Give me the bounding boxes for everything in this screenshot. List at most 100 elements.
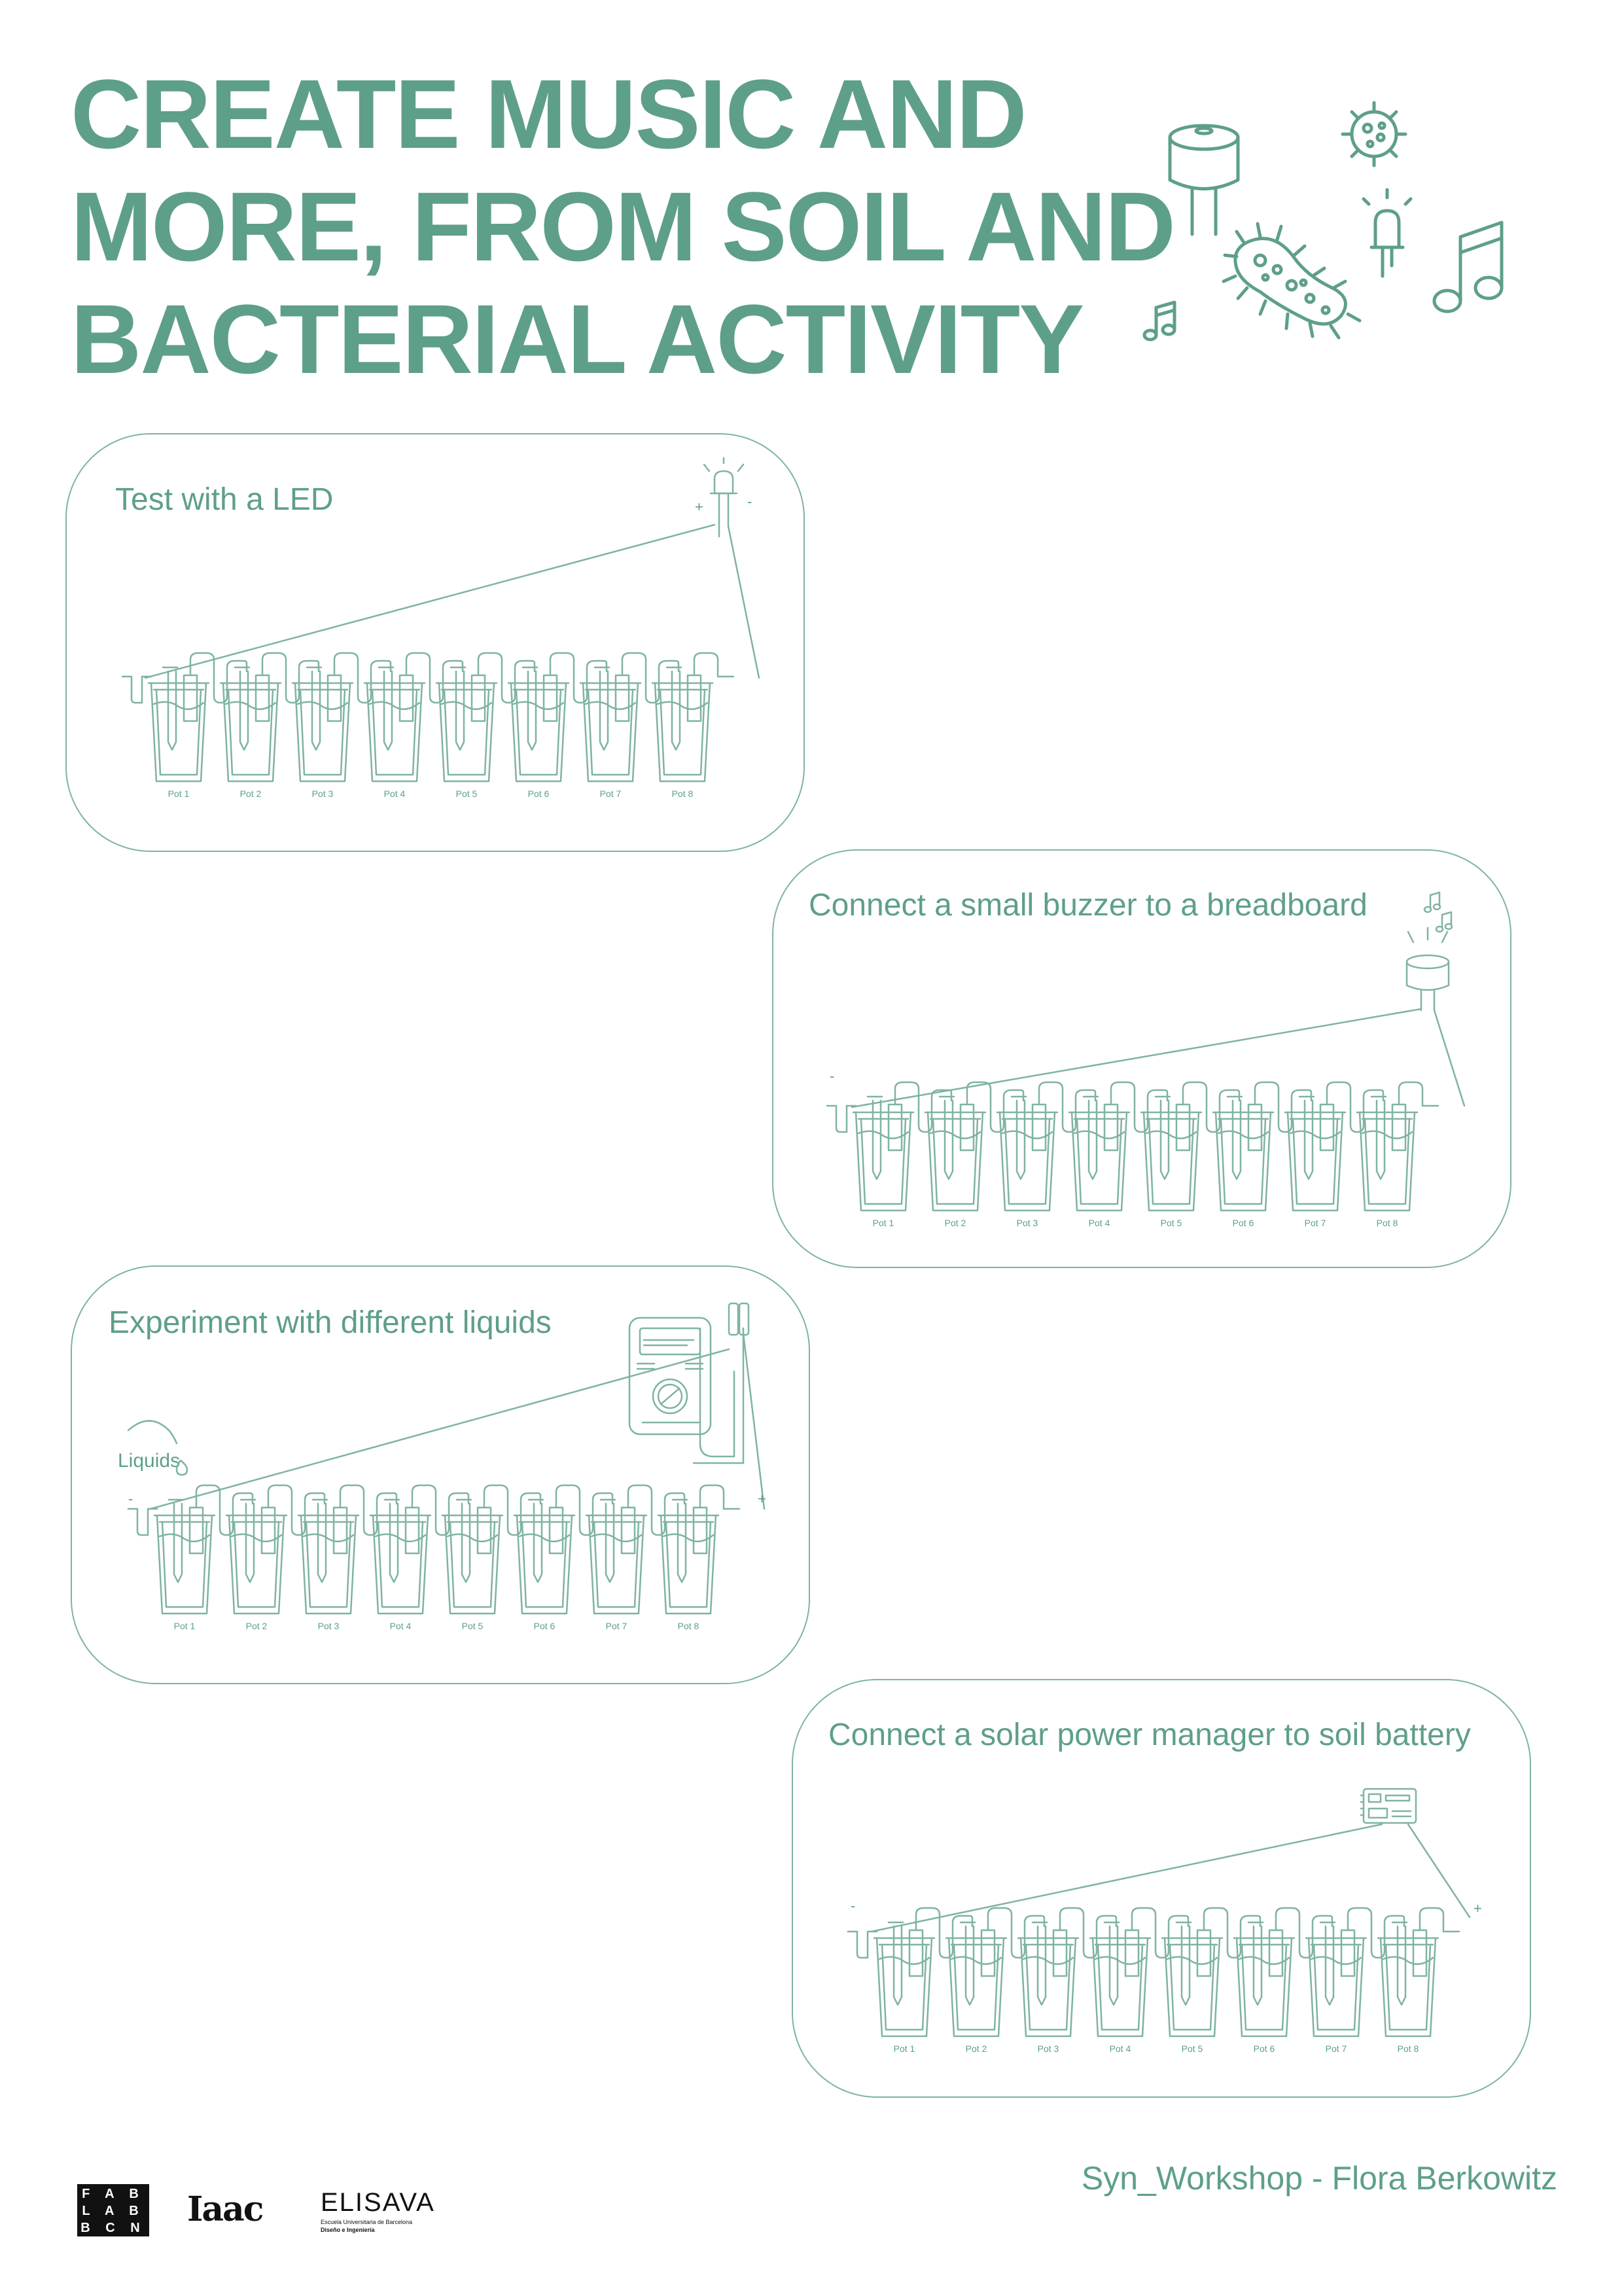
pot-label: Pot 7 [606,1621,627,1631]
pot: Pot 4 [1068,1081,1169,1228]
pot-label: Pot 5 [462,1621,484,1631]
lead-wire [847,1930,878,1959]
pot-label: Pot 8 [678,1621,699,1631]
pot-label: Pot 2 [240,788,262,799]
lead-wire [121,675,152,704]
pot-label: Pot 5 [1161,1218,1182,1228]
liquids-plus-label: + [758,1491,766,1507]
elisava-logo: ELISAVA [321,2188,435,2217]
pot: Pot 2 [945,1907,1046,2054]
pot-label: Pot 6 [1254,2043,1275,2054]
pot: Pot 8 [1377,1907,1460,2054]
fablab-logo-line-1: F A B [82,2187,145,2201]
buzzer-minus-label: - [830,1068,834,1084]
elisava-tagline: Escuela Universitaria de Barcelona Diseñ… [321,2218,451,2234]
card-different-liquids: Experiment with different liquids Liquid… [71,1265,810,1684]
pot: Pot 6 [507,652,608,799]
solar-power-manager-icon [1360,1788,1417,1824]
pot: Pot 5 [441,1484,542,1631]
elisava-tagline-2: Diseño e Ingeniería [321,2227,375,2233]
pot-label: Pot 7 [1326,2043,1347,2054]
led-minus-label: - [747,493,752,510]
pot-label: Pot 2 [966,2043,987,2054]
liquids-minus-label: - [128,1491,133,1507]
pot-label: Pot 6 [534,1621,556,1631]
pot-label: Pot 7 [1305,1218,1326,1228]
pot: Pot 7 [1284,1081,1385,1228]
iaac-logo: Iaac [187,2189,264,2229]
pot-label: Pot 3 [1038,2043,1059,2054]
elisava-tagline-1: Escuela Universitaria de Barcelona [321,2219,413,2225]
wire-positive [1407,1823,1471,1918]
pot-label: Pot 8 [1398,2043,1419,2054]
virus-icon [1341,101,1407,168]
pot: Pot 6 [513,1484,614,1631]
liquids-label: Liquids [118,1450,181,1472]
pot-label: Pot 4 [390,1621,412,1631]
pot: Pot 1 [147,652,248,799]
card-title: Connect a solar power manager to soil ba… [828,1718,1471,1752]
card-buzzer-breadboard: Connect a small buzzer to a breadboard -… [772,849,1511,1268]
pot-array: Pot 1 Pot 2 Pot 3 Pot 4 Pot 5 Pot 6 Pot 7 Pot 8 [826,1081,1439,1228]
solar-plus-label: + [1474,1900,1482,1916]
title-line-2: MORE, FROM SOIL AND [71,171,1176,281]
pot-label: Pot 4 [1110,2043,1131,2054]
card-title: Connect a small buzzer to a breadboard [809,888,1368,923]
poster-title: CREATE MUSIC AND MORE, FROM SOIL AND BAC… [71,58,1176,395]
pot-label: Pot 8 [1377,1218,1398,1228]
wire-negative [870,1823,1383,1933]
pot: Pot 8 [1356,1081,1439,1228]
pot: Pot 7 [1305,1907,1405,2054]
pot-label: Pot 3 [318,1621,340,1631]
lead-wire [826,1104,857,1133]
wire-positive [727,525,760,679]
lead-wire [127,1508,158,1536]
water-drop-icon [127,1420,188,1476]
pot-label: Pot 2 [246,1621,268,1631]
pot-label: Pot 2 [945,1218,966,1228]
pot-label: Pot 1 [894,2043,915,2054]
pot: Pot 1 [873,1907,974,2054]
wire-negative [149,1348,730,1510]
fablab-logo-line-2: L A B [82,2204,145,2218]
led-plus-label: + [695,499,703,515]
pot: Pot 8 [657,1484,741,1631]
pot-array: Pot 1 Pot 2 Pot 3 Pot 4 Pot 5 Pot 6 Pot 7 Pot 8 [127,1484,741,1631]
pot-label: Pot 1 [873,1218,894,1228]
pot: Pot 1 [852,1081,953,1228]
pot: Pot 6 [1233,1907,1333,2054]
pot-label: Pot 3 [1017,1218,1038,1228]
pot: Pot 6 [1212,1081,1313,1228]
pot: Pot 7 [585,1484,686,1631]
wire-negative [851,1008,1422,1108]
pot-label: Pot 4 [384,788,406,799]
pot: Pot 4 [363,652,464,799]
wire-positive [742,1332,766,1510]
pot-label: Pot 4 [1089,1218,1110,1228]
pot: Pot 2 [219,652,320,799]
multimeter-icon [628,1302,750,1464]
pot: Pot 5 [1140,1081,1241,1228]
buzzer-icon [1168,124,1240,236]
bacteria-icon [1222,222,1362,340]
led-icon [703,457,745,538]
pot: Pot 1 [153,1484,254,1631]
pot-array: Pot 1 Pot 2 Pot 3 Pot 4 Pot 5 Pot 6 Pot 7 Pot 8 [121,652,735,799]
music-note-small-icon [1142,300,1176,342]
pot-label: Pot 3 [312,788,334,799]
wire-negative [144,523,716,679]
pot: Pot 3 [1017,1907,1118,2054]
pot: Pot 2 [924,1081,1025,1228]
pot-label: Pot 1 [168,788,190,799]
partner-logos: F A B L A B B C N Iaac ELISAVA Escuela U… [77,2184,444,2243]
pot-label: Pot 5 [456,788,478,799]
solar-minus-label: - [851,1898,855,1914]
title-line-3: BACTERIAL ACTIVITY [71,284,1084,394]
pot: Pot 4 [369,1484,470,1631]
pot: Pot 4 [1089,1907,1190,2054]
card-test-led: Test with a LED - + Pot 1 Pot 2 Pot 3 Pot 4… [65,433,805,852]
pot: Pot 3 [297,1484,398,1631]
